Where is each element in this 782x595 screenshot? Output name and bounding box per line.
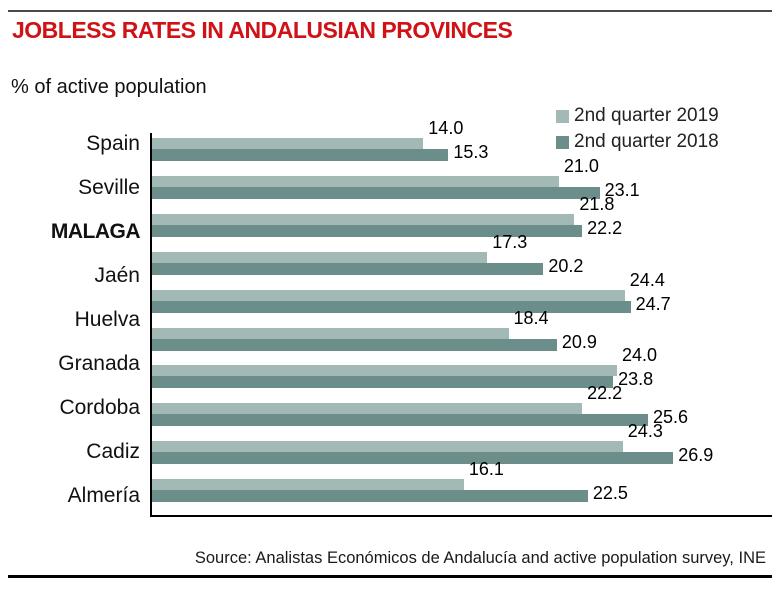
- value-label-2018: 23.1: [604, 179, 640, 200]
- category-label: Spain: [86, 132, 140, 155]
- category-label: MALAGA: [50, 220, 141, 243]
- value-label-2019: 21.0: [563, 155, 599, 176]
- bar-2018: 20.9: [152, 333, 597, 351]
- plot-area: 14.0 15.3 21.0 23.1 21.8 22.2 17.3 20.2 24.4 24.7…: [150, 119, 772, 517]
- top-rule: [8, 10, 772, 12]
- category-label: Cadiz: [86, 440, 140, 463]
- bar-2018: 24.7: [152, 295, 671, 313]
- category-label: Seville: [78, 176, 140, 199]
- category-axis: Spain Seville MALAGA Jaén Huelva Granada Cordo…: [0, 125, 141, 520]
- value-label-2018: 25.6: [653, 407, 689, 428]
- category-label: Almería: [67, 484, 140, 507]
- value-label-2018: 26.9: [678, 445, 714, 466]
- legend-swatch-2019-icon: [556, 109, 569, 123]
- bar-2018: 23.1: [152, 181, 640, 199]
- bar-2019: 24.3: [152, 422, 663, 453]
- bar-2018: 26.9: [152, 446, 713, 465]
- value-label-2019: 14.0: [428, 118, 464, 138]
- legend-swatch-2018-icon: [556, 135, 569, 149]
- value-label-2018: 23.8: [618, 369, 654, 390]
- value-label-2018: 20.9: [561, 331, 597, 352]
- bar-2019: 21.8: [152, 195, 614, 225]
- value-label-2019: 16.1: [468, 459, 504, 480]
- value-label-2018: 20.2: [548, 255, 584, 276]
- legend: 2nd quarter 2019 2nd quarter 2018: [556, 103, 719, 155]
- bar-2019: 14.0: [152, 119, 463, 149]
- value-label-2019: 22.2: [587, 383, 623, 404]
- legend-item-2019: 2nd quarter 2019: [556, 103, 719, 129]
- bar-2019: 22.2: [152, 384, 622, 415]
- chart-title: JOBLESS RATES IN ANDALUSIAN PROVINCES: [12, 17, 513, 43]
- bar-2019: 18.4: [152, 309, 549, 339]
- bar-2018: 23.8: [152, 370, 653, 389]
- value-label-2018: 24.7: [635, 293, 671, 314]
- chart-subtitle: % of active population: [11, 76, 207, 98]
- value-label-2019: 18.4: [513, 307, 549, 328]
- value-label-2019: 24.0: [622, 345, 658, 366]
- bar-2019: 24.4: [152, 271, 665, 301]
- bar-2019: 24.0: [152, 346, 657, 377]
- legend-label-2018: 2nd quarter 2018: [574, 131, 719, 152]
- source-note: Source: Analistas Económicos de Andalucí…: [194, 549, 766, 567]
- value-label-2019: 24.4: [629, 269, 665, 290]
- value-label-2018: 22.2: [587, 217, 623, 238]
- bottom-rule: [8, 575, 772, 578]
- category-label: Granada: [58, 352, 140, 375]
- category-label: Cordoba: [59, 396, 140, 419]
- category-label: Huelva: [74, 308, 140, 331]
- value-label-2019: 17.3: [492, 231, 528, 252]
- bar-2018: 15.3: [152, 143, 488, 161]
- legend-item-2018: 2nd quarter 2018: [556, 129, 719, 155]
- value-label-2018: 22.5: [592, 483, 628, 504]
- bar-2019: 16.1: [152, 460, 504, 491]
- value-label-2018: 15.3: [453, 142, 489, 162]
- value-label-2019: 24.3: [627, 421, 663, 442]
- bar-2018: 25.6: [152, 408, 688, 427]
- legend-label-2019: 2nd quarter 2019: [574, 105, 719, 126]
- category-label: Jaén: [94, 264, 140, 287]
- bar-2018: 22.2: [152, 219, 622, 237]
- bar-2019: 21.0: [152, 157, 599, 187]
- bar-2018: 22.5: [152, 484, 628, 503]
- value-label-2019: 21.8: [579, 193, 615, 214]
- bar-2019: 17.3: [152, 233, 527, 263]
- bar-2018: 20.2: [152, 257, 583, 275]
